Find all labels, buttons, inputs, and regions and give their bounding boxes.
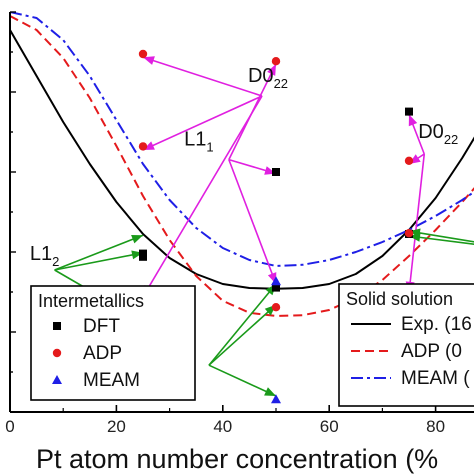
marker-adp-2	[271, 57, 281, 66]
legend-intermetallics-swatch-2	[52, 375, 62, 384]
arrow-3-1-shaft	[54, 234, 144, 271]
arrow-4-2-shaft	[208, 364, 277, 397]
annotation-main-1: L1	[184, 129, 206, 151]
marker-meam-3	[271, 394, 281, 404]
curve-2	[10, 12, 474, 267]
legend-intermetallics-swatch-1	[52, 348, 62, 358]
marker-adp-3	[271, 303, 281, 312]
arrow-0-2-shaft	[142, 95, 263, 298]
marker-meam-2	[271, 276, 281, 286]
marker-dft-3	[272, 283, 280, 292]
arrow-1-0-head	[267, 64, 276, 76]
marker-dft-6	[405, 107, 413, 116]
annotation-sub-0: 22	[274, 76, 288, 91]
legend-intermetallics: Intermetallics DFT ADP MEAM	[30, 285, 196, 401]
arrow-5-0-shaft	[408, 230, 474, 243]
marker-adp-1	[138, 142, 148, 151]
annotation-main-0: D0	[248, 65, 274, 87]
legend-intermetallics-title: Intermetallics	[38, 291, 144, 311]
annotation-main-3: L1	[30, 243, 52, 265]
arrow-4-0-shaft	[208, 283, 277, 366]
arrow-2-0-head	[408, 114, 418, 127]
annotation-sub-3: 2	[52, 254, 59, 269]
axes-layer: 0 20 40 60 80	[5, 11, 474, 436]
legend-intermetallics-entry-0: DFT	[83, 316, 120, 337]
annotation-sub-1: 1	[206, 140, 213, 155]
arrow-3-1-head	[131, 235, 143, 244]
x-tick-label-4: 80	[426, 417, 445, 436]
arrow-0-0-head	[143, 56, 155, 65]
legend-intermetallics-entry-2: MEAM	[83, 370, 140, 391]
legend-intermetallics-entry-1: ADP	[83, 343, 122, 364]
arrow-2-2-shaft	[408, 153, 426, 293]
marker-adp-5	[404, 229, 414, 238]
arrow-0-1-shaft	[142, 95, 263, 151]
arrow-1-0-shaft	[228, 63, 277, 160]
arrow-5-1-shaft	[408, 235, 474, 245]
marker-adp-4	[404, 156, 414, 165]
annotation-sub-2: 22	[444, 132, 458, 147]
legend-solid-solution-title: Solid solution	[346, 289, 453, 309]
curve-0	[10, 29, 474, 290]
annotation-main-2: D0	[418, 121, 444, 143]
legend-solid-solution: Solid solution Exp. (16 ADP (0 MEAM (	[338, 283, 474, 407]
legend-solid-solution-entry-1: ADP (0	[401, 341, 462, 362]
annotation-label-1: L11	[184, 129, 213, 155]
legend-solid-solution-entry-0: Exp. (16	[401, 314, 472, 335]
annotation-label-0: D022	[248, 65, 288, 91]
arrow-4-1-shaft	[208, 304, 277, 366]
arrow-5-1-head	[409, 232, 421, 242]
marker-dft-4	[272, 168, 280, 176]
marker-dft-1	[139, 249, 147, 258]
arrow-4-2-head	[264, 387, 276, 396]
arrow-3-0-shaft	[54, 252, 144, 271]
x-tick-label-0: 0	[5, 417, 14, 436]
x-tick-label-3: 60	[320, 417, 339, 436]
x-tick-label-1: 20	[107, 417, 126, 436]
arrow-1-1-shaft	[228, 159, 277, 285]
legend-solid-solution-entry-2: MEAM (	[401, 368, 470, 389]
x-axis-title: Pt atom number concentration (%	[36, 444, 438, 474]
annotation-label-2: D022	[418, 121, 458, 147]
arrow-0-0-shaft	[142, 56, 263, 97]
legend-solid-solution-frame	[338, 283, 474, 407]
x-tick-label-2: 40	[213, 417, 232, 436]
curves-layer	[10, 12, 474, 317]
annotation-label-3: L12	[30, 243, 59, 269]
legend-intermetallics-swatch-0	[53, 322, 61, 330]
marker-adp-0	[138, 49, 148, 59]
curve-1	[10, 15, 474, 317]
